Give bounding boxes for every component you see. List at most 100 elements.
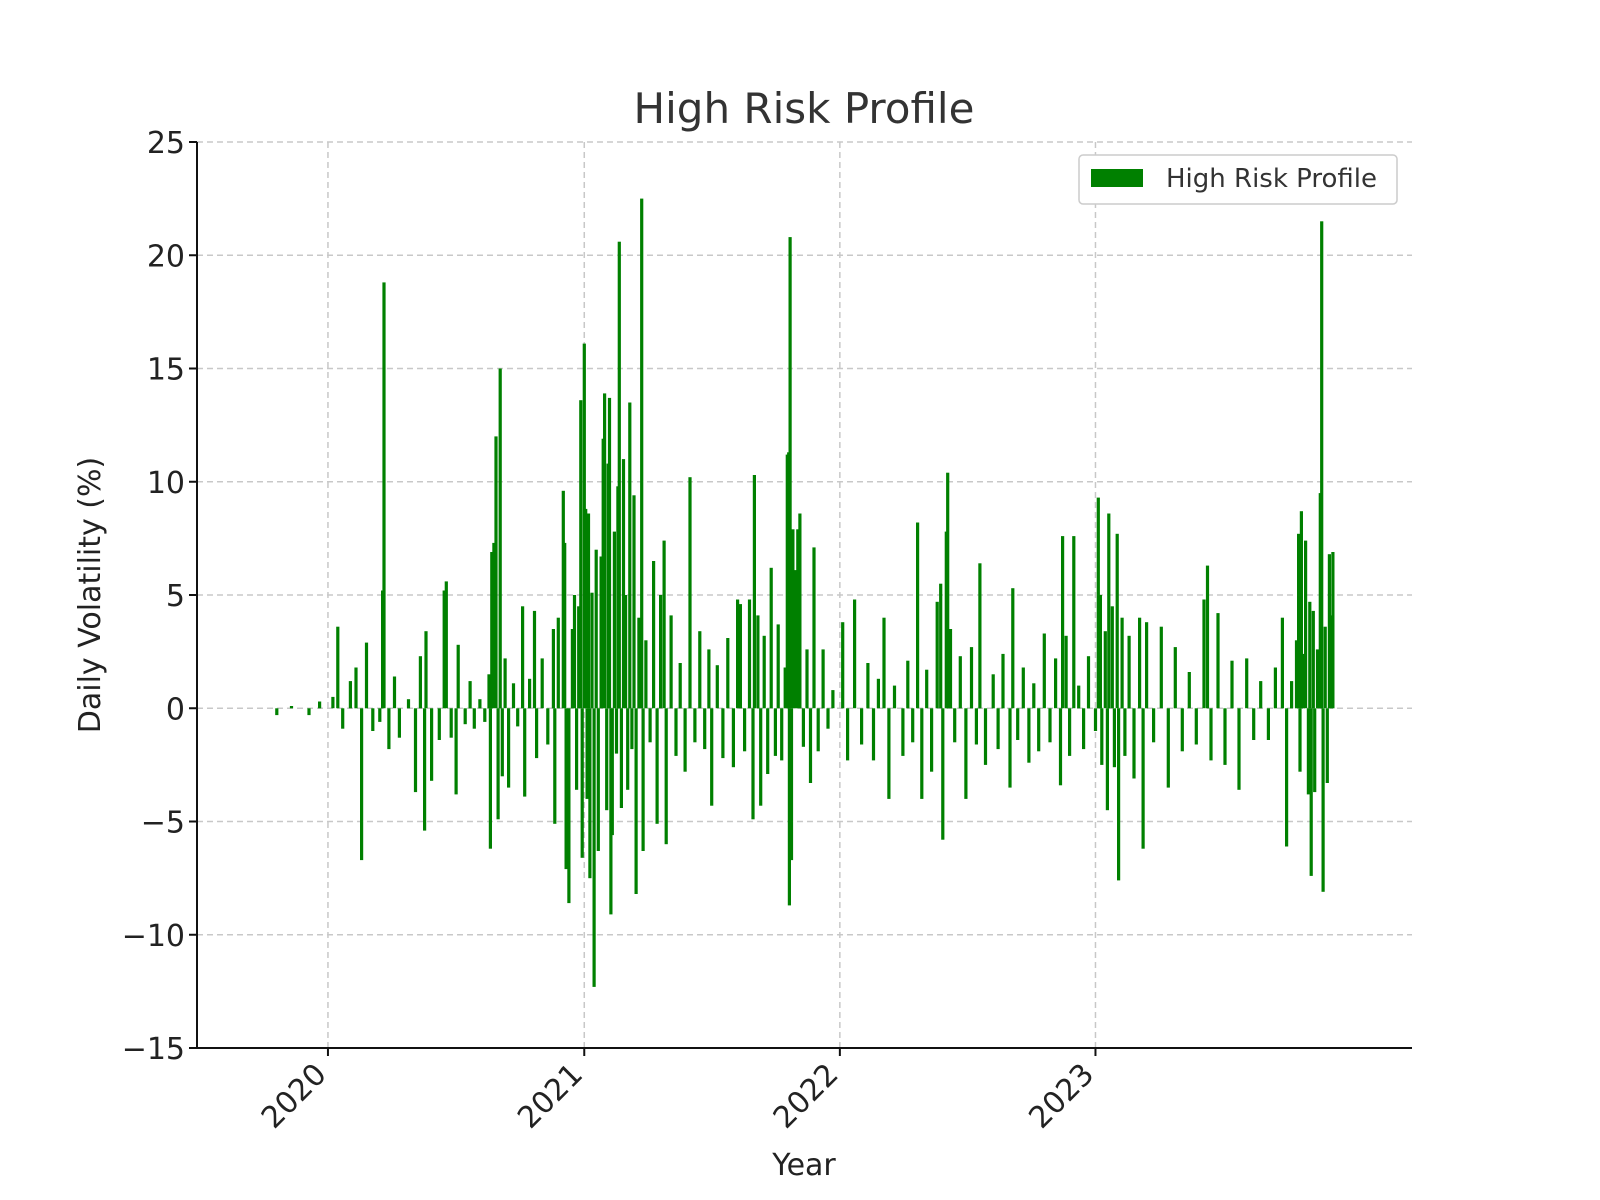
bar — [605, 708, 609, 811]
bar — [456, 644, 460, 709]
bar — [624, 595, 628, 709]
bar — [1021, 667, 1025, 709]
bar — [1027, 708, 1031, 763]
bar — [535, 708, 539, 759]
bar — [575, 708, 579, 790]
bar — [1294, 640, 1299, 709]
bar — [570, 629, 574, 709]
bar — [1138, 617, 1142, 709]
bar — [789, 708, 794, 861]
x-tick-label: 2020 — [255, 1057, 334, 1136]
bar — [876, 678, 880, 709]
bar — [812, 547, 816, 709]
bar — [759, 708, 763, 806]
bar — [423, 708, 427, 831]
bar — [1205, 565, 1210, 709]
bar — [751, 708, 755, 820]
bar — [866, 663, 870, 709]
bar — [483, 708, 487, 722]
bar — [488, 708, 492, 849]
bar — [841, 622, 845, 709]
bar — [726, 638, 730, 709]
bar — [318, 701, 322, 709]
bar — [860, 708, 864, 745]
y-tick-label: 15 — [147, 353, 185, 388]
bar — [871, 708, 876, 761]
bar — [392, 676, 397, 709]
bar — [556, 617, 560, 709]
bar — [721, 708, 725, 759]
grid-lines — [197, 141, 1412, 1048]
bar — [579, 400, 583, 709]
bar — [1072, 536, 1076, 709]
bar — [632, 495, 636, 709]
bar — [798, 513, 802, 709]
bar — [958, 656, 962, 709]
bar — [630, 708, 634, 750]
bar — [1068, 708, 1072, 756]
bar — [507, 708, 511, 788]
bar — [1209, 708, 1213, 761]
bar — [437, 708, 441, 740]
bar — [776, 624, 780, 709]
bar — [1230, 660, 1234, 709]
bar — [577, 606, 581, 709]
bar — [1323, 626, 1327, 709]
bar — [939, 583, 943, 709]
bar — [1127, 635, 1131, 709]
bar — [496, 708, 500, 820]
bar — [612, 531, 616, 709]
x-ticks: 2020 2021 2022 2023 — [255, 1048, 1101, 1136]
legend-label: High Risk Profile — [1166, 164, 1377, 194]
bar — [1304, 540, 1308, 709]
bar — [1100, 708, 1104, 765]
bar — [762, 635, 766, 709]
bar — [1280, 617, 1284, 709]
bar — [925, 669, 929, 709]
bar — [500, 708, 504, 777]
bar — [1011, 588, 1015, 709]
bar — [831, 690, 835, 709]
x-axis-label: Year — [771, 1148, 836, 1183]
bar — [738, 604, 742, 709]
bar — [983, 708, 988, 765]
bar — [523, 708, 527, 797]
bar — [652, 561, 656, 709]
bar — [703, 708, 707, 750]
bar — [590, 592, 594, 709]
bar — [648, 708, 652, 743]
bar — [693, 708, 697, 743]
bar — [1098, 595, 1102, 709]
y-tick-label: −5 — [141, 806, 185, 841]
bar — [580, 708, 584, 858]
bar — [478, 699, 482, 709]
bar — [1297, 533, 1301, 709]
bar — [360, 708, 364, 861]
bar — [348, 681, 352, 709]
bar — [1223, 708, 1227, 765]
bar — [662, 540, 666, 709]
bar — [920, 708, 924, 799]
bar — [1117, 708, 1121, 881]
bars — [275, 198, 1335, 987]
bar — [603, 393, 607, 709]
bar — [1187, 672, 1191, 709]
x-tick-label: 2022 — [767, 1057, 846, 1136]
bar — [1032, 683, 1036, 709]
bar — [1159, 626, 1163, 709]
bar — [801, 708, 805, 747]
bar — [371, 708, 375, 731]
bar — [336, 626, 340, 709]
bar — [617, 241, 621, 709]
bar — [1008, 708, 1012, 788]
bar — [640, 198, 644, 709]
bar — [588, 708, 592, 879]
bar — [1086, 656, 1091, 709]
bar — [378, 708, 382, 722]
bar — [773, 708, 777, 756]
bar — [683, 708, 687, 772]
bar — [1103, 631, 1107, 709]
bar — [780, 708, 784, 761]
bar — [634, 708, 638, 894]
bar — [731, 708, 735, 768]
